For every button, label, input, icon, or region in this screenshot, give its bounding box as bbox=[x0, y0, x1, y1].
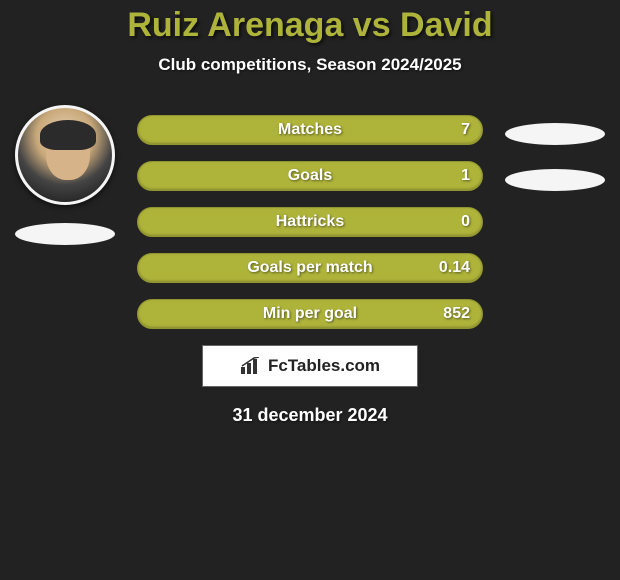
stats-list: Matches 7 Goals 1 Hattricks 0 Goals per match 0… bbox=[137, 105, 483, 329]
date-label: 31 december 2024 bbox=[0, 405, 620, 426]
player-left-column bbox=[10, 105, 120, 245]
stat-label: Goals bbox=[288, 167, 332, 185]
page-title: Ruiz Arenaga vs David bbox=[0, 0, 620, 45]
subtitle: Club competitions, Season 2024/2025 bbox=[0, 55, 620, 75]
stat-value: 0 bbox=[461, 213, 470, 231]
stat-value: 852 bbox=[443, 305, 470, 323]
stat-row: Min per goal 852 bbox=[137, 299, 483, 329]
stat-value: 7 bbox=[461, 121, 470, 139]
stat-value: 1 bbox=[461, 167, 470, 185]
stat-row: Matches 7 bbox=[137, 115, 483, 145]
stat-row: Goals 1 bbox=[137, 161, 483, 191]
player-left-avatar bbox=[15, 105, 115, 205]
stat-label: Matches bbox=[278, 121, 342, 139]
stat-value: 0.14 bbox=[439, 259, 470, 277]
stat-label: Goals per match bbox=[247, 259, 372, 277]
stat-row: Hattricks 0 bbox=[137, 207, 483, 237]
player-right-value-tag bbox=[505, 169, 605, 191]
chart-icon bbox=[240, 357, 262, 375]
player-right-value-tag bbox=[505, 123, 605, 145]
stat-label: Hattricks bbox=[276, 213, 344, 231]
branding-text: FcTables.com bbox=[268, 356, 380, 376]
branding-box: FcTables.com bbox=[202, 345, 418, 387]
player-right-column bbox=[500, 105, 610, 349]
player-left-name-tag bbox=[15, 223, 115, 245]
stat-label: Min per goal bbox=[263, 305, 357, 323]
comparison-content: Matches 7 Goals 1 Hattricks 0 Goals per match 0… bbox=[0, 105, 620, 329]
stat-row: Goals per match 0.14 bbox=[137, 253, 483, 283]
